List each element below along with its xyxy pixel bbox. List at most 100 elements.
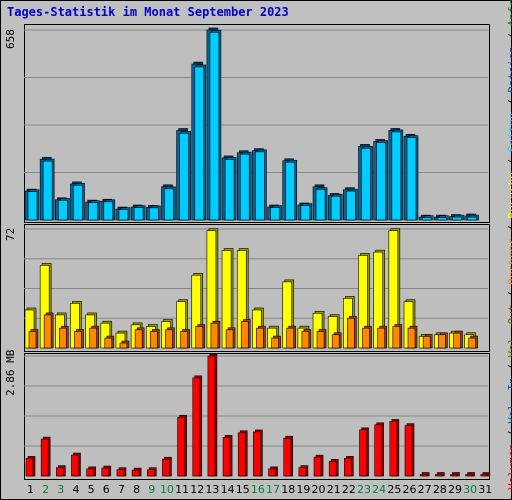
day-label: 12	[190, 483, 204, 496]
chart-title: Tages-Statistik im Monat September 2023	[7, 5, 289, 19]
hosts-bar	[210, 322, 219, 349]
hosts-bar	[362, 327, 370, 349]
files-bar	[406, 137, 417, 221]
volume-bar	[313, 456, 322, 477]
files-bar	[270, 207, 280, 221]
volume-bar	[25, 458, 34, 477]
hosts-bar	[165, 329, 173, 349]
day-label: 23	[357, 483, 371, 496]
files-bar	[148, 207, 159, 221]
day-label: 13	[205, 483, 219, 496]
day-label: 30	[463, 483, 477, 496]
day-label: 9	[148, 483, 155, 496]
volume-bar	[71, 454, 79, 477]
hosts-bar	[286, 327, 295, 349]
day-label: 20	[312, 483, 326, 496]
volume-bar	[283, 437, 292, 477]
files-bar	[285, 161, 296, 221]
files-bar	[346, 190, 356, 221]
volume-bar	[177, 416, 185, 477]
day-label: 18	[281, 483, 295, 496]
hosts-bar	[438, 334, 446, 349]
day-label: 27	[418, 483, 432, 496]
files-bar	[42, 160, 53, 221]
files-bar	[255, 151, 265, 221]
day-label: 4	[72, 483, 79, 496]
hosts-bar	[89, 327, 97, 349]
volume-bar	[162, 458, 170, 477]
volume-bar	[419, 474, 428, 477]
files-bar	[164, 188, 174, 221]
volume-bar	[450, 474, 458, 477]
files-bar	[209, 32, 220, 221]
day-label: 1	[27, 483, 34, 496]
hosts-bar	[392, 326, 401, 349]
files-bar	[452, 216, 462, 221]
hosts-bar	[453, 332, 461, 349]
volume-bar	[116, 469, 125, 477]
files-bar	[224, 159, 235, 221]
day-label: 5	[88, 483, 95, 496]
files-bar	[194, 66, 205, 221]
day-label: 21	[327, 483, 341, 496]
hosts-bar	[331, 334, 340, 349]
day-label: 2	[42, 483, 49, 496]
day-label: 24	[372, 483, 386, 496]
hosts-bar	[28, 331, 37, 349]
files-bar	[88, 202, 98, 221]
hosts-bar	[59, 327, 67, 349]
volume-bar	[222, 437, 231, 477]
files-bar	[361, 148, 371, 221]
files-bar	[300, 205, 311, 221]
files-bar	[467, 216, 477, 221]
hosts-bar	[377, 327, 385, 349]
volume-bar	[207, 355, 216, 477]
hosts-bar	[316, 331, 325, 349]
volume-bar	[298, 467, 307, 477]
volume-bar	[131, 469, 140, 477]
volume-bar	[146, 469, 155, 477]
day-label: 17	[266, 483, 280, 496]
volume-bar	[86, 468, 94, 477]
volume-bar	[101, 467, 110, 477]
day-label: 16	[251, 483, 265, 496]
hosts-bar	[195, 326, 204, 349]
volume-bar	[56, 467, 64, 477]
hosts-bar	[407, 327, 416, 349]
day-label: 14	[221, 483, 235, 496]
day-label: 7	[118, 483, 125, 496]
files-bar	[133, 207, 144, 221]
volume-bar	[268, 468, 276, 477]
hosts-bar	[301, 331, 310, 349]
day-label: 15	[236, 483, 250, 496]
hosts-bar	[422, 336, 431, 349]
hosts-bar	[74, 331, 82, 349]
files-bar	[421, 217, 432, 221]
volume-bar	[404, 425, 413, 477]
files-bar	[437, 217, 447, 221]
day-label: 11	[175, 483, 189, 496]
day-label: 10	[160, 483, 174, 496]
files-bar	[58, 200, 68, 221]
volume-bar	[359, 429, 367, 477]
files-bar	[330, 196, 341, 221]
day-label: 28	[433, 483, 447, 496]
day-label: 19	[296, 483, 310, 496]
volume-bar	[465, 474, 473, 477]
hosts-bar	[180, 331, 188, 349]
hosts-bar	[271, 337, 279, 349]
day-label: 31	[478, 483, 492, 496]
volume-bar	[435, 474, 443, 477]
files-bar	[103, 201, 114, 221]
day-label: 29	[448, 483, 462, 496]
volume-bar	[328, 461, 337, 477]
hosts-bar	[256, 327, 264, 349]
day-label: 25	[387, 483, 401, 496]
files-bar	[179, 133, 189, 221]
volume-bar	[480, 474, 489, 477]
hosts-bar	[119, 342, 128, 349]
day-label: 26	[403, 483, 417, 496]
day-label: 6	[103, 483, 110, 496]
hosts-bar	[225, 329, 234, 349]
